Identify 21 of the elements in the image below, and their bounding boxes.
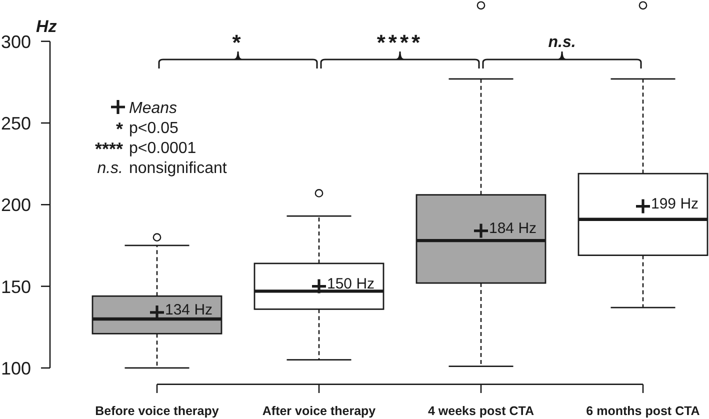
annotation: 184 Hz xyxy=(489,220,537,238)
x-tick-label: 6 months post CTA xyxy=(586,404,700,418)
y-tick-label: 200 xyxy=(0,195,31,216)
annotation: 150 Hz xyxy=(327,276,375,293)
annotation: Means xyxy=(129,100,178,117)
annotation: 199 Hz xyxy=(651,196,699,213)
annotation: **** xyxy=(376,30,424,55)
x-tick-label: After voice therapy xyxy=(262,404,376,418)
annotation: n.s. xyxy=(548,34,576,51)
annotation: * xyxy=(232,30,244,55)
y-tick-label: 250 xyxy=(0,113,31,134)
x-tick-label: Before voice therapy xyxy=(95,404,219,418)
y-tick-label: 100 xyxy=(0,358,31,378)
x-tick-label: 4 weeks post CTA xyxy=(428,404,534,418)
annotation: **** p<0.0001 xyxy=(94,139,196,159)
annotation: n.s. nonsignificant xyxy=(97,160,228,177)
annotation: * p<0.05 xyxy=(116,119,178,139)
y-axis-title: Hz xyxy=(36,17,58,36)
y-tick-label: 300 xyxy=(0,32,31,52)
annotation: 134 Hz xyxy=(165,302,213,319)
y-tick-label: 150 xyxy=(0,276,31,297)
